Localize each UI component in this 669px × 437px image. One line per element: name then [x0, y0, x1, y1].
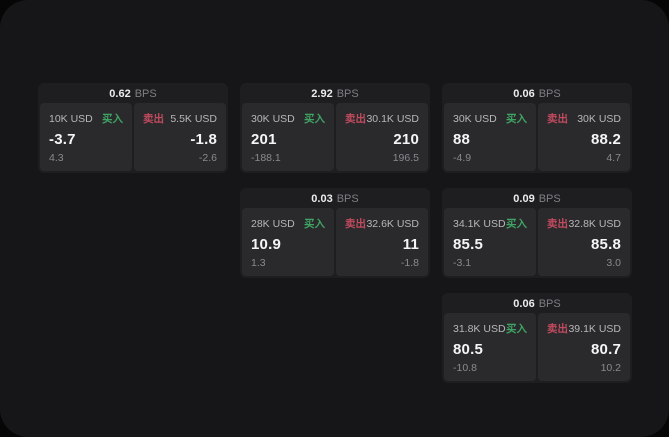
bps-value: 0.03 — [311, 193, 333, 205]
quote-card: 0.09 BPS 34.1K USD 买入 85.5 -3.1 卖出 32.8K… — [442, 188, 632, 278]
quote-card: 0.62 BPS 10K USD 买入 -3.7 4.3 卖出 5.5K USD… — [38, 83, 228, 173]
buy-sub-value: 1.3 — [251, 257, 266, 269]
buy-panel[interactable]: 28K USD 买入 10.9 1.3 — [242, 208, 334, 276]
buy-side-label: 买入 — [304, 218, 325, 230]
sell-amount: 5.5K USD — [170, 112, 217, 125]
buy-side-label: 买入 — [102, 113, 123, 125]
bps-unit-label: BPS — [538, 298, 561, 310]
quote-panels: 34.1K USD 买入 85.5 -3.1 卖出 32.8K USD 85.8… — [444, 208, 630, 276]
quote-panels: 28K USD 买入 10.9 1.3 卖出 32.6K USD 11 -1.8 — [242, 208, 428, 276]
buy-price: 80.5 — [453, 340, 483, 358]
buy-panel[interactable]: 30K USD 买入 88 -4.9 — [444, 103, 536, 171]
quote-card: 2.92 BPS 30K USD 买入 201 -188.1 卖出 30.1K … — [240, 83, 430, 173]
sell-side-label: 卖出 — [143, 113, 164, 125]
buy-sub-value: 4.3 — [49, 152, 64, 164]
buy-sub-value: -3.1 — [453, 257, 472, 269]
bps-unit-label: BPS — [336, 88, 359, 100]
sell-sub-value: -1.8 — [400, 257, 419, 269]
sell-sub-value: 10.2 — [600, 362, 621, 374]
buy-side-label: 买入 — [304, 113, 325, 125]
buy-price: 201 — [251, 130, 277, 148]
sell-panel[interactable]: 卖出 32.6K USD 11 -1.8 — [336, 208, 428, 276]
buy-amount: 30K USD — [453, 112, 497, 125]
buy-side-label: 买入 — [506, 113, 527, 125]
sell-side-label: 卖出 — [547, 323, 568, 335]
quote-panels: 31.8K USD 买入 80.5 -10.8 卖出 39.1K USD 80.… — [444, 313, 630, 381]
bps-unit-label: BPS — [538, 193, 561, 205]
buy-panel[interactable]: 31.8K USD 买入 80.5 -10.8 — [444, 313, 536, 381]
bps-unit-label: BPS — [336, 193, 359, 205]
sell-sub-value: 4.7 — [606, 152, 621, 164]
buy-amount: 34.1K USD — [453, 217, 506, 230]
bps-value: 0.62 — [109, 88, 131, 100]
sell-sub-value: -2.6 — [198, 152, 217, 164]
quote-card: 0.06 BPS 31.8K USD 买入 80.5 -10.8 卖出 39.1… — [442, 293, 632, 383]
buy-panel[interactable]: 34.1K USD 买入 85.5 -3.1 — [444, 208, 536, 276]
buy-panel[interactable]: 30K USD 买入 201 -188.1 — [242, 103, 334, 171]
bps-unit-label: BPS — [134, 88, 157, 100]
card-header: 0.06 BPS — [444, 295, 630, 313]
quote-panels: 10K USD 买入 -3.7 4.3 卖出 5.5K USD -1.8 -2.… — [40, 103, 226, 171]
buy-amount: 30K USD — [251, 112, 295, 125]
sell-panel[interactable]: 卖出 30.1K USD 210 196.5 — [336, 103, 428, 171]
bps-value: 0.06 — [513, 88, 535, 100]
sell-amount: 30K USD — [577, 112, 621, 125]
buy-amount: 10K USD — [49, 112, 93, 125]
buy-sub-value: -10.8 — [453, 362, 477, 374]
sell-side-label: 卖出 — [547, 218, 568, 230]
sell-amount: 32.6K USD — [366, 217, 419, 230]
buy-panel[interactable]: 10K USD 买入 -3.7 4.3 — [40, 103, 132, 171]
sell-side-label: 卖出 — [547, 113, 568, 125]
quote-panels: 30K USD 买入 201 -188.1 卖出 30.1K USD 210 1… — [242, 103, 428, 171]
buy-price: 85.5 — [453, 235, 483, 253]
sell-panel[interactable]: 卖出 32.8K USD 85.8 3.0 — [538, 208, 630, 276]
buy-amount: 31.8K USD — [453, 322, 506, 335]
sell-sub-value: 3.0 — [606, 257, 621, 269]
sell-amount: 39.1K USD — [568, 322, 621, 335]
sell-panel[interactable]: 卖出 30K USD 88.2 4.7 — [538, 103, 630, 171]
quote-panels: 30K USD 买入 88 -4.9 卖出 30K USD 88.2 4.7 — [444, 103, 630, 171]
quote-card: 0.06 BPS 30K USD 买入 88 -4.9 卖出 30K USD 8… — [442, 83, 632, 173]
quote-card: 0.03 BPS 28K USD 买入 10.9 1.3 卖出 32.6K US… — [240, 188, 430, 278]
sell-amount: 32.8K USD — [568, 217, 621, 230]
sell-price: 85.8 — [591, 235, 621, 253]
card-header: 0.09 BPS — [444, 190, 630, 208]
buy-sub-value: -4.9 — [453, 152, 472, 164]
buy-price: 88 — [453, 130, 471, 148]
buy-price: 10.9 — [251, 235, 281, 253]
bps-unit-label: BPS — [538, 88, 561, 100]
sell-price: -1.8 — [190, 130, 217, 148]
bps-value: 0.09 — [513, 193, 535, 205]
bps-value: 2.92 — [311, 88, 333, 100]
sell-price: 80.7 — [591, 340, 621, 358]
buy-price: -3.7 — [49, 130, 76, 148]
buy-side-label: 买入 — [506, 323, 527, 335]
card-header: 0.03 BPS — [242, 190, 428, 208]
sell-price: 11 — [402, 235, 419, 253]
sell-amount: 30.1K USD — [366, 112, 419, 125]
sell-panel[interactable]: 卖出 39.1K USD 80.7 10.2 — [538, 313, 630, 381]
sell-price: 210 — [393, 130, 419, 148]
sell-sub-value: 196.5 — [392, 152, 419, 164]
sell-side-label: 卖出 — [345, 113, 366, 125]
buy-amount: 28K USD — [251, 217, 295, 230]
cards-grid: 0.62 BPS 10K USD 买入 -3.7 4.3 卖出 5.5K USD… — [38, 83, 632, 383]
sell-panel[interactable]: 卖出 5.5K USD -1.8 -2.6 — [134, 103, 226, 171]
buy-sub-value: -188.1 — [251, 152, 281, 164]
card-header: 2.92 BPS — [242, 85, 428, 103]
sell-price: 88.2 — [591, 130, 621, 148]
bps-value: 0.06 — [513, 298, 535, 310]
sell-side-label: 卖出 — [345, 218, 366, 230]
card-header: 0.62 BPS — [40, 85, 226, 103]
buy-side-label: 买入 — [506, 218, 527, 230]
card-header: 0.06 BPS — [444, 85, 630, 103]
